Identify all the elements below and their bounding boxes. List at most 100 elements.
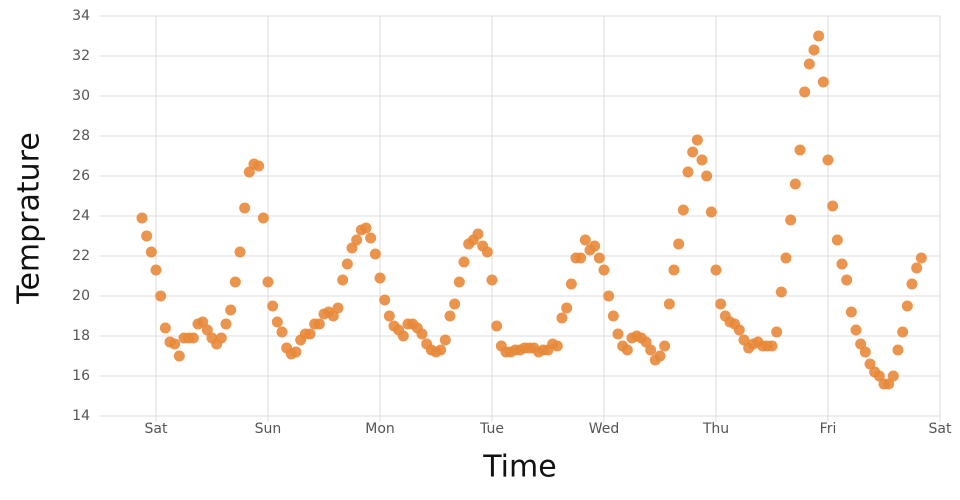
point (337, 274, 349, 286)
point (803, 58, 815, 70)
point (136, 212, 148, 224)
point (239, 202, 251, 214)
y-tick-label: 34 (72, 8, 90, 24)
point (234, 246, 246, 258)
point (169, 338, 181, 350)
y-tick-label: 22 (72, 248, 90, 264)
point (822, 154, 834, 166)
x-axis-title: Time (482, 450, 556, 485)
y-tick-label: 32 (72, 48, 90, 64)
point (145, 246, 157, 258)
point (841, 274, 853, 286)
point (491, 320, 503, 332)
x-tick-label: Tue (479, 421, 504, 437)
point (827, 200, 839, 212)
point (640, 336, 652, 348)
point (808, 44, 820, 56)
point (859, 346, 871, 358)
point (416, 328, 428, 340)
point (794, 144, 806, 156)
point (892, 344, 904, 356)
point (696, 154, 708, 166)
y-tick-label: 28 (72, 128, 90, 144)
x-tick-label: Sat (145, 421, 168, 437)
point (766, 340, 778, 352)
point (663, 298, 675, 310)
point (150, 264, 162, 276)
point (229, 276, 241, 288)
point (365, 232, 377, 244)
point (304, 328, 316, 340)
point (575, 252, 587, 264)
point (435, 344, 447, 356)
point (603, 290, 615, 302)
point (817, 76, 829, 88)
y-tick-label: 18 (72, 328, 90, 344)
point (845, 306, 857, 318)
point (831, 234, 843, 246)
point (351, 234, 363, 246)
point (659, 340, 671, 352)
point (458, 256, 470, 268)
point (341, 258, 353, 270)
y-tick-label: 30 (72, 88, 90, 104)
y-tick-label: 16 (72, 368, 90, 384)
point (313, 318, 325, 330)
point (901, 300, 913, 312)
point (598, 264, 610, 276)
point (593, 252, 605, 264)
point (733, 324, 745, 336)
point (346, 242, 358, 254)
point (551, 340, 563, 352)
point (855, 338, 867, 350)
point (155, 290, 167, 302)
point (360, 222, 372, 234)
point (883, 378, 895, 390)
point (225, 304, 237, 316)
point (290, 346, 302, 358)
point (897, 326, 909, 338)
point (173, 350, 185, 362)
point (276, 326, 288, 338)
point (668, 264, 680, 276)
point (775, 286, 787, 298)
y-tick-label: 20 (72, 288, 90, 304)
y-tick-label: 26 (72, 168, 90, 184)
point (197, 316, 209, 328)
point (691, 134, 703, 146)
point (397, 330, 409, 342)
point (654, 350, 666, 362)
y-tick-label: 14 (72, 408, 90, 424)
x-tick-label: Sat (929, 421, 952, 437)
point (780, 252, 792, 264)
point (887, 370, 899, 382)
point (911, 262, 923, 274)
point (379, 294, 391, 306)
point (621, 344, 633, 356)
point (243, 166, 255, 178)
point (565, 278, 577, 290)
y-axis-title: Temprature (12, 132, 47, 305)
point (607, 310, 619, 322)
point (444, 310, 456, 322)
point (715, 298, 727, 310)
point (556, 312, 568, 324)
point (439, 334, 451, 346)
point (327, 310, 339, 322)
point (705, 206, 717, 218)
point (481, 246, 493, 258)
point (771, 326, 783, 338)
point (262, 276, 274, 288)
point (472, 228, 484, 240)
point (253, 160, 265, 172)
point (673, 238, 685, 250)
point (141, 230, 153, 242)
point (687, 146, 699, 158)
point (710, 264, 722, 276)
point (864, 358, 876, 370)
point (873, 370, 885, 382)
point (374, 272, 386, 284)
point (369, 248, 381, 260)
point (271, 316, 283, 328)
y-tick-label: 24 (72, 208, 90, 224)
